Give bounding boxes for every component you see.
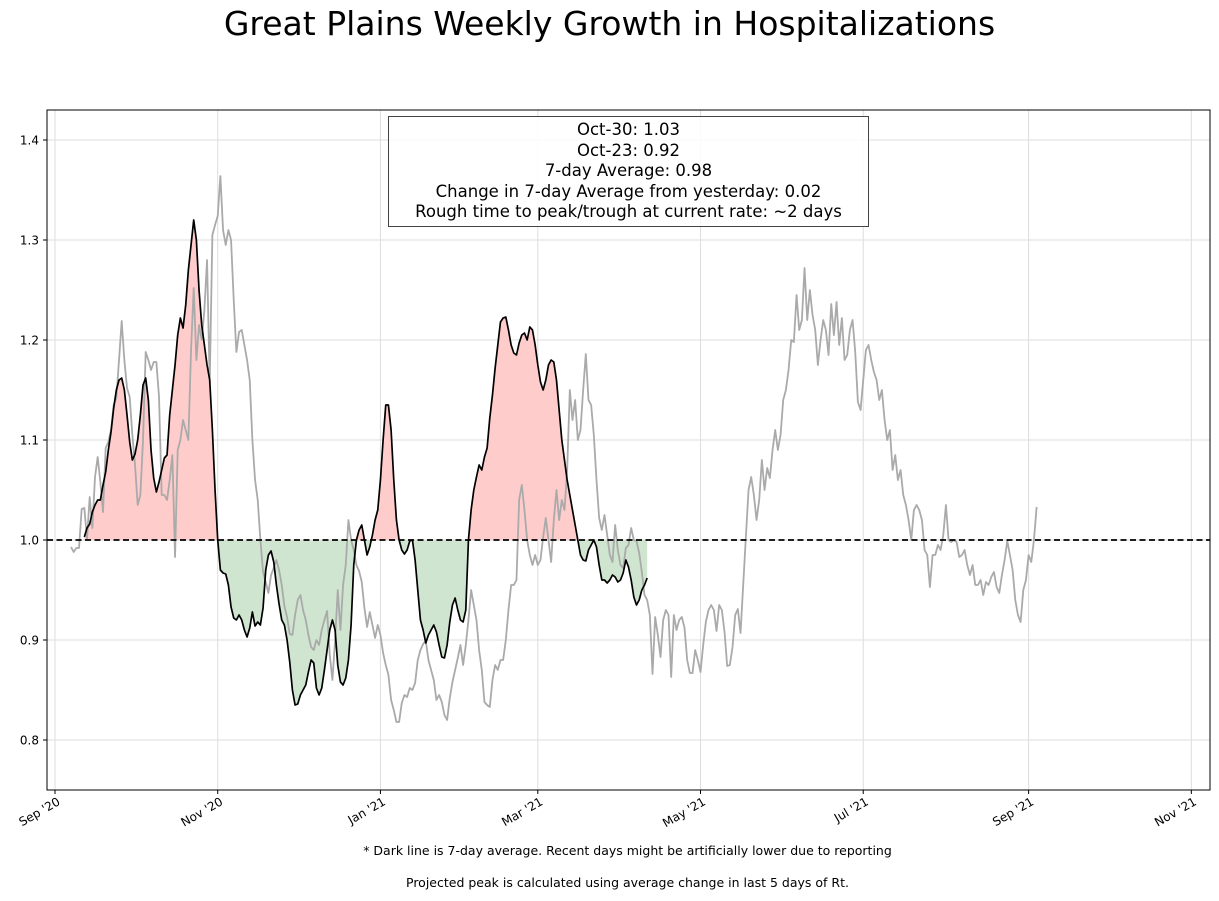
fill-above-one (84, 220, 218, 540)
x-tick-label: May '21 (660, 794, 708, 830)
info-line-oct30: Oct-30: 1.03 (576, 120, 681, 139)
x-tick-label: Jan '21 (345, 794, 388, 827)
y-tick-label: 0.9 (20, 634, 39, 648)
y-tick-label: 1.0 (20, 534, 39, 548)
x-tick-label: Jul '21 (831, 794, 871, 825)
fill-above-one (468, 317, 578, 540)
info-line-time-to-peak: Rough time to peak/trough at current rat… (415, 202, 842, 222)
x-axis: Sep '20 Nov '20 Jan '21 Mar '21 May '21 Jul '… (17, 790, 1199, 830)
series-lines (70, 175, 1038, 723)
y-tick-label: 1.2 (20, 334, 39, 348)
fill-below-one (593, 540, 648, 605)
daily-series-line (70, 175, 1038, 723)
x-tick-label: Sep '21 (990, 794, 1036, 829)
info-line-change: Change in 7-day Average from yesterday: … (435, 181, 822, 201)
fill-below-one (364, 540, 372, 555)
info-line-7day-average: 7-day Average: 0.98 (544, 161, 713, 181)
info-line-oct23: Oct-23: 0.92 (576, 140, 681, 160)
y-axis: 0.8 0.9 1.0 1.1 1.2 1.3 1.4 (20, 134, 47, 748)
footnote-projection: Projected peak is calculated using avera… (406, 875, 849, 890)
footnote-average: * Dark line is 7-day average. Recent day… (363, 843, 892, 858)
chart-title: Great Plains Weekly Growth in Hospitaliz… (223, 4, 996, 43)
y-tick-label: 1.4 (20, 134, 39, 148)
seven-day-average-line (83, 219, 648, 706)
info-box: Oct-30: 1.03 Oct-23: 0.92 7-day Average:… (388, 116, 869, 227)
plot-border (46, 109, 1211, 791)
x-tick-label: Mar '21 (499, 794, 545, 829)
area-fills (84, 220, 648, 705)
plot-frame (46, 109, 1211, 791)
y-tick-label: 0.8 (20, 734, 39, 748)
x-tick-label: Nov '20 (179, 794, 226, 829)
fill-below-one (412, 540, 469, 658)
x-tick-label: Sep '20 (17, 794, 63, 829)
x-tick-label: Nov '21 (1152, 794, 1199, 829)
y-tick-label: 1.1 (20, 434, 39, 448)
y-tick-label: 1.3 (20, 234, 39, 248)
